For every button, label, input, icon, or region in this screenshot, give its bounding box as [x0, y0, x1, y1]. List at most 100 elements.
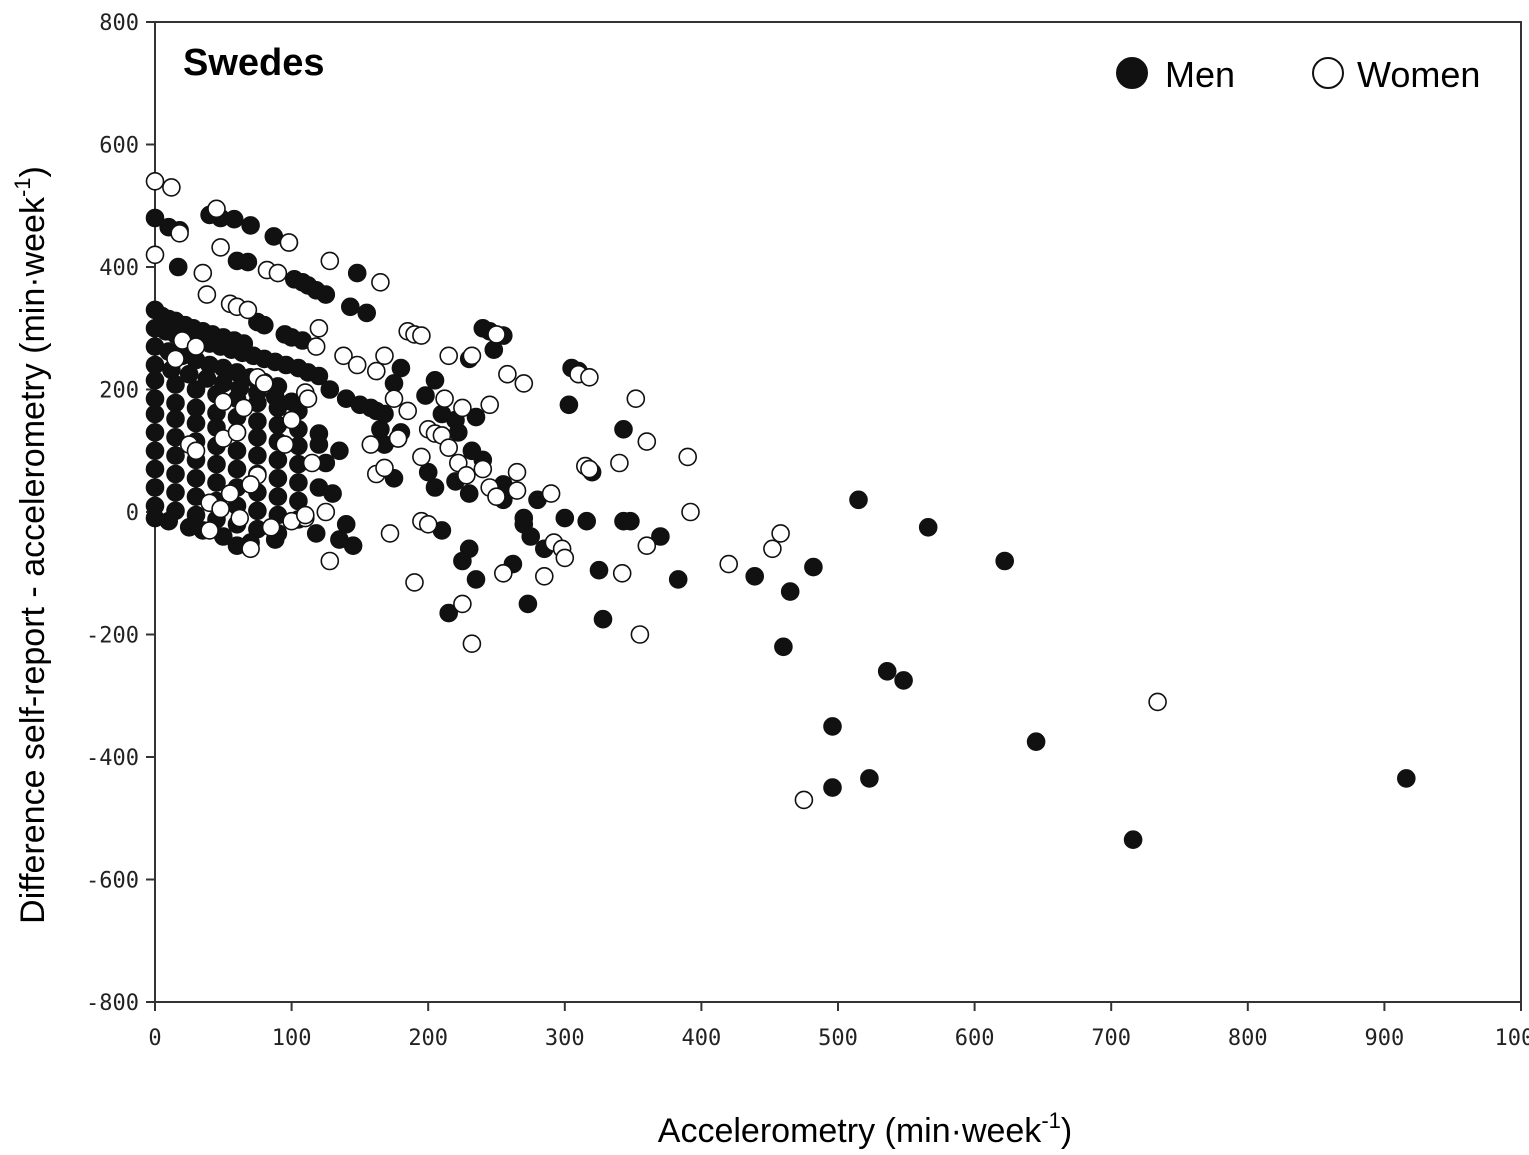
x-tick-label: 500 [818, 1026, 858, 1051]
men-data-point [145, 441, 165, 461]
men-data-point [166, 409, 185, 429]
men-data-point [207, 473, 226, 492]
men-data-point [166, 483, 185, 502]
x-axis-title-end: ) [1061, 1112, 1072, 1150]
men-data-point [320, 380, 340, 399]
women-data-point [166, 349, 185, 369]
women-data-point [771, 524, 790, 543]
women-data-point [678, 447, 698, 467]
women-data-point [238, 300, 258, 320]
men-data-point [248, 501, 267, 521]
men-data-point [186, 398, 206, 418]
women-data-point [412, 326, 431, 345]
women-data-point [366, 361, 386, 381]
women-data-point [507, 481, 527, 500]
women-data-point [610, 453, 629, 473]
women-data-point [514, 374, 534, 393]
men-data-point [621, 511, 640, 531]
women-data-point [309, 318, 329, 338]
women-data-point [145, 245, 165, 265]
women-data-point [462, 346, 482, 366]
men-data-point [448, 423, 468, 442]
women-data-point [580, 459, 599, 479]
women-data-point [241, 539, 260, 559]
women-data-point [230, 508, 249, 528]
women-data-point [418, 514, 438, 534]
y-tick-label: -800 [86, 991, 139, 1016]
women-data-point [763, 539, 782, 559]
women-data-point [282, 410, 301, 430]
men-data-point [145, 370, 165, 390]
y-axis-ticks: 800 600 400 200 0 -200 -400 -600 -800 [86, 11, 155, 1016]
series-women [145, 172, 1167, 810]
women-data-point [498, 364, 517, 384]
women-data-point [347, 355, 367, 375]
women-data-point [298, 389, 318, 409]
men-data-point [1026, 732, 1046, 752]
men-data-point [166, 464, 185, 484]
women-data-point [380, 524, 400, 543]
women-data-point [306, 337, 326, 356]
men-data-point [1397, 769, 1416, 788]
men-data-point [589, 560, 609, 580]
women-data-point [462, 634, 482, 654]
series-men [145, 205, 1416, 850]
women-data-point [261, 517, 281, 537]
men-data-point [343, 536, 363, 556]
men-data-point [145, 389, 165, 409]
men-data-point [238, 252, 258, 272]
men-data-point [593, 609, 613, 629]
men-data-point [309, 435, 329, 454]
women-data-point [316, 502, 336, 522]
y-tick-label: 800 [99, 11, 139, 36]
x-axis-title: Accelerometry (min·week-1) [658, 1108, 1072, 1150]
men-data-point [166, 446, 185, 465]
men-data-point [416, 386, 435, 405]
women-data-point [279, 233, 299, 252]
men-data-point [484, 340, 504, 360]
men-data-point [248, 446, 267, 465]
women-data-point [268, 263, 288, 283]
women-data-point [170, 224, 189, 243]
men-data-point [268, 450, 288, 470]
men-data-point [145, 459, 165, 479]
women-data-point [457, 465, 476, 485]
men-data-point [521, 527, 541, 546]
x-tick-label: 400 [682, 1026, 722, 1051]
women-data-point [719, 554, 739, 574]
men-data-point [227, 441, 247, 461]
women-data-point [435, 389, 454, 409]
men-data-point [166, 393, 185, 413]
women-data-point [193, 263, 213, 283]
women-data-point [453, 398, 472, 418]
women-data-point [555, 548, 575, 568]
men-data-point [995, 551, 1015, 571]
men-data-point [804, 557, 823, 577]
men-data-point [309, 366, 329, 386]
men-data-point [330, 441, 349, 461]
men-data-point [248, 427, 267, 447]
women-data-point [371, 272, 390, 292]
y-tick-label: 600 [99, 134, 139, 159]
women-data-point [480, 395, 500, 415]
women-data-point [439, 346, 459, 366]
men-data-point [555, 508, 575, 528]
men-data-point [224, 209, 244, 229]
x-tick-label: 200 [408, 1026, 448, 1051]
women-data-point [361, 435, 381, 454]
men-data-point [439, 603, 459, 623]
x-tick-label: 700 [1091, 1026, 1131, 1051]
legend-women-marker [1312, 57, 1344, 89]
men-data-point [375, 404, 394, 424]
men-data-point [306, 524, 326, 543]
men-data-point [340, 297, 360, 317]
x-tick-label: 300 [545, 1026, 585, 1051]
y-tick-label: -400 [86, 746, 139, 771]
x-axis-title-superscript: -1 [1041, 1108, 1061, 1133]
women-data-point [214, 392, 233, 412]
women-data-point [320, 251, 340, 271]
men-data-point [371, 419, 390, 439]
women-data-point [541, 484, 561, 503]
men-data-point [248, 412, 267, 431]
x-tick-label: 100 [272, 1026, 312, 1051]
